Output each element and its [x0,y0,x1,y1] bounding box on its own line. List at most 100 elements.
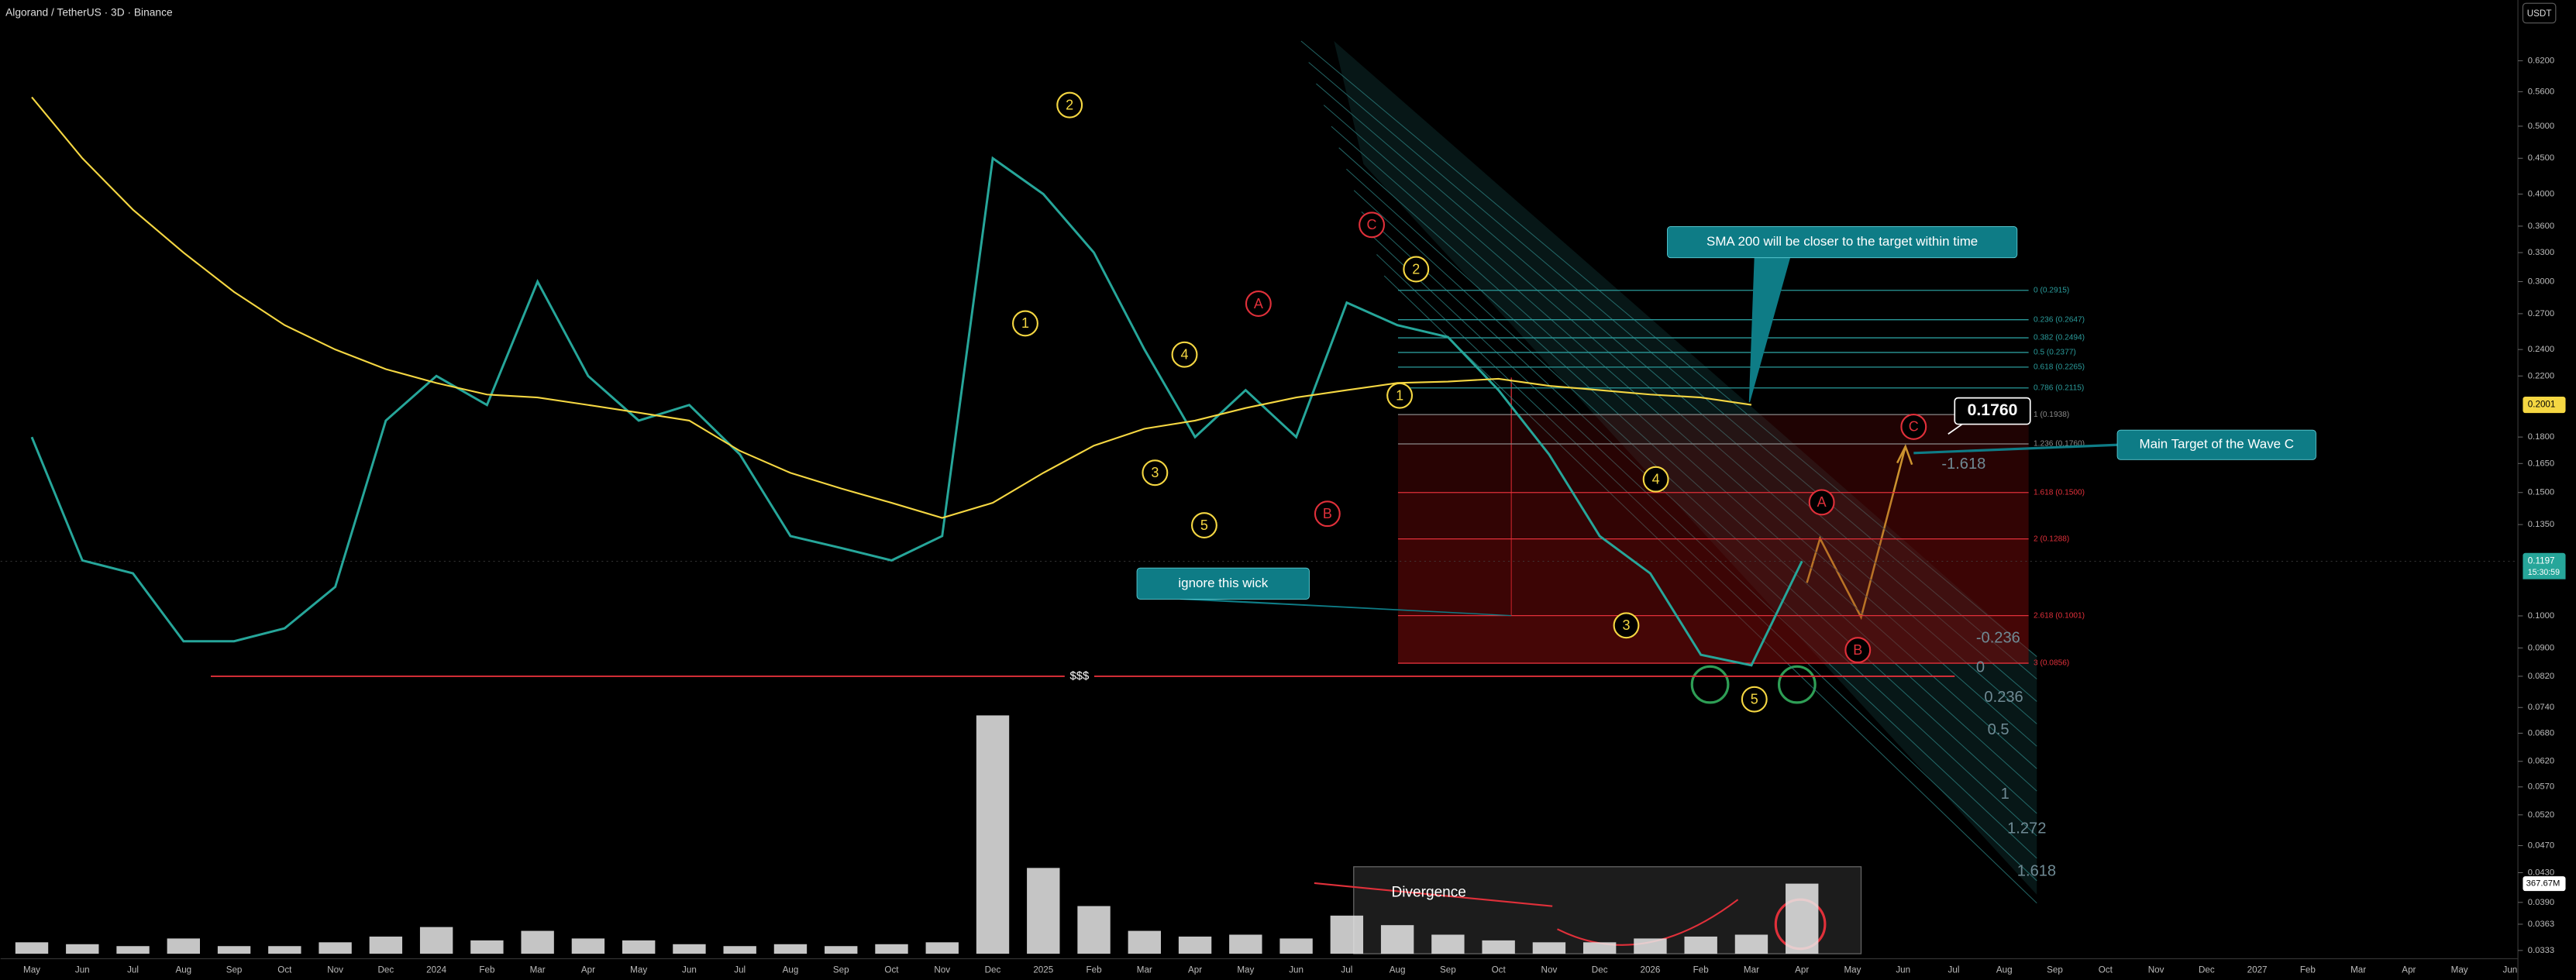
volume-bar [268,946,301,954]
x-tick-label: Sep [1440,965,1456,975]
projection-arrow [1896,444,1913,466]
y-tick-label: 0.0520 [2528,810,2554,820]
x-tick-label: May [630,965,647,975]
y-tick-label: 0.0820 [2528,672,2554,681]
wave-label: 5 [1751,691,1758,707]
x-tick-label: Mar [1744,965,1759,975]
volume-bar [15,942,49,954]
wick-note-pointer [1180,598,1512,617]
y-tick-label: 0.0900 [2528,643,2554,652]
x-tick-label: Nov [327,965,343,975]
currency: USDT [2527,9,2552,19]
x-tick-label: Jun [1289,965,1303,975]
volume-bar [116,946,150,954]
fib-label: 0.786 (0.2115) [2034,383,2084,392]
x-tick-label: Apr [2402,965,2416,975]
pitchfork-label: 1.272 [2007,820,2046,837]
volume-bar [369,936,403,954]
pitchfork-line [1308,62,2037,679]
divergence-pane [1353,866,1862,954]
wave-label: 4 [1180,346,1188,362]
wick-note-box [1136,567,1310,600]
pitchfork-label: 1 [2001,786,2009,803]
volume-bar [470,940,504,954]
fib-label: 1.236 (0.1760) [2034,440,2085,449]
fib-zone [1397,615,2029,664]
fib-label: 0.236 (0.2647) [2034,315,2085,324]
x-tick-label: Jun [2503,965,2518,975]
volume-bar [319,942,352,954]
wave-label: 1 [1396,387,1403,403]
y-tick-label: 0.3300 [2528,248,2554,257]
x-tick-label: Jun [682,965,697,975]
volume-tag [2523,876,2566,892]
x-tick-label: Mar [1137,965,1152,975]
target-price-box [1954,397,2031,425]
pitchfork-label: 0 [1976,659,1985,676]
target-price: 0.1760 [1968,401,2018,419]
fib-label: 2.618 (0.1001) [2034,611,2085,620]
volume-bar [521,930,554,954]
y-tick-label: 0.0333 [2528,946,2554,955]
volume-bar [1229,934,1262,954]
x-tick-label: Aug [783,965,799,975]
x-tick-label: May [1237,965,1254,975]
x-tick-label: Aug [175,965,191,975]
pitchfork-line [1376,254,2037,882]
wave-circle [1642,466,1669,493]
sma-price: 0.2001 [2528,400,2556,410]
x-tick-label: Nov [2148,965,2164,975]
sma-note: SMA 200 will be closer to the target wit… [1706,234,1978,249]
y-tick-label: 0.0680 [2528,728,2554,738]
volume-bar [1582,942,1617,954]
wave-label: 3 [1622,617,1630,633]
x-tick-label: Nov [934,965,950,975]
volume-bar [1128,930,1161,954]
volume-bar [1330,915,1364,954]
pitchfork-label: 0.5 [1988,721,2009,738]
y-tick-label: 0.3600 [2528,222,2554,231]
x-tick-label: Oct [884,965,899,975]
wave-circle [1741,686,1768,713]
volume-bar [167,938,200,954]
x-tick-label: Dec [985,965,1001,975]
wave-circle [1190,512,1217,539]
y-tick-label: 0.2700 [2528,309,2554,318]
volume-bar [217,946,251,954]
wave-circle [1359,211,1386,239]
y-tick-label: 0.4000 [2528,189,2554,198]
y-tick-label: 0.0363 [2528,920,2554,929]
currency-box[interactable] [2522,2,2557,24]
x-tick-label: May [23,965,40,975]
x-tick-label: Apr [1188,965,1202,975]
y-tick-label: 0.5000 [2528,122,2554,131]
pitchfork-area [1334,40,2037,895]
x-tick-label: May [2451,965,2468,975]
wave-label: 3 [1151,465,1159,480]
x-tick-label: Feb [1693,965,1709,975]
x-tick-label: 2024 [426,965,446,975]
wave-label: C [1367,217,1377,232]
last-price: 0.1197 [2528,555,2555,566]
fib-zone [1397,414,2029,444]
y-tick-label: 0.0620 [2528,757,2554,766]
x-tick-label: Jul [127,965,139,975]
countdown: 15:30:59 [2528,568,2560,577]
y-tick-label: 0.6200 [2528,56,2554,65]
volume-bar [825,946,858,954]
wave-circle [1056,91,1083,119]
price-line [30,156,1803,667]
fib-label: 2 (0.1288) [2034,535,2069,543]
x-tick-label: Mar [2350,965,2366,975]
y-tick-label: 0.1350 [2528,520,2554,529]
y-tick-label: 0.0570 [2528,782,2554,792]
pitchfork-label: -1.618 [1941,456,1985,473]
x-tick-label: Feb [1087,965,1102,975]
wave-label: 2 [1412,261,1420,277]
x-tick-label: Sep [226,965,243,975]
x-tick-label: Feb [2300,965,2316,975]
x-tick-label: Dec [2199,965,2215,975]
pitchfork-line [1338,147,2037,769]
x-tick-label: Jun [1896,965,1910,975]
